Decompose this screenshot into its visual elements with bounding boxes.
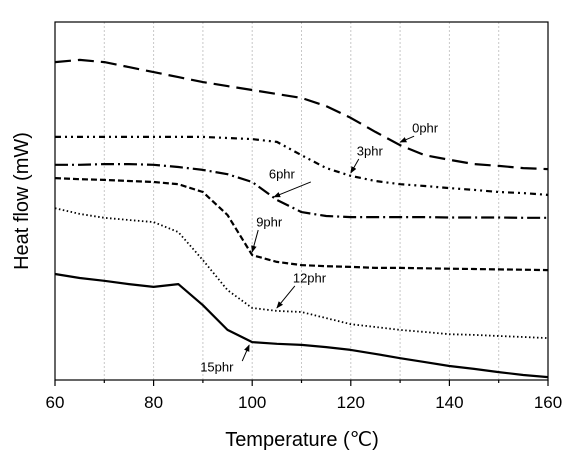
annotation-arrow bbox=[251, 229, 259, 253]
annotation-arrow bbox=[350, 158, 360, 174]
series-label: 6phr bbox=[269, 166, 296, 181]
x-tick-label: 60 bbox=[46, 393, 65, 412]
annotation-arrow bbox=[241, 344, 250, 362]
annotation-arrow bbox=[399, 135, 415, 143]
series-line bbox=[54, 207, 549, 339]
x-tick-label: 160 bbox=[534, 393, 562, 412]
series-line bbox=[55, 163, 548, 219]
series-label: 15phr bbox=[200, 359, 234, 374]
x-tick-label: 120 bbox=[337, 393, 365, 412]
series-line bbox=[54, 177, 549, 272]
series-label: 9phr bbox=[256, 214, 283, 229]
x-tick-label: 140 bbox=[435, 393, 463, 412]
series-label: 12phr bbox=[293, 270, 327, 285]
y-axis-title: Heat flow (mW) bbox=[11, 132, 33, 270]
plot-frame bbox=[54, 21, 549, 381]
series-label: 0phr bbox=[412, 121, 439, 136]
annotation-arrow bbox=[273, 181, 312, 198]
x-axis-title: Temperature (℃) bbox=[225, 429, 379, 451]
series-line bbox=[55, 135, 549, 196]
x-tick-label: 100 bbox=[238, 393, 266, 412]
annotation-arrow bbox=[276, 285, 296, 309]
x-tick-label: 80 bbox=[144, 393, 163, 412]
series-line bbox=[54, 58, 549, 171]
series-label: 3phr bbox=[357, 143, 384, 158]
series-line bbox=[54, 272, 549, 379]
